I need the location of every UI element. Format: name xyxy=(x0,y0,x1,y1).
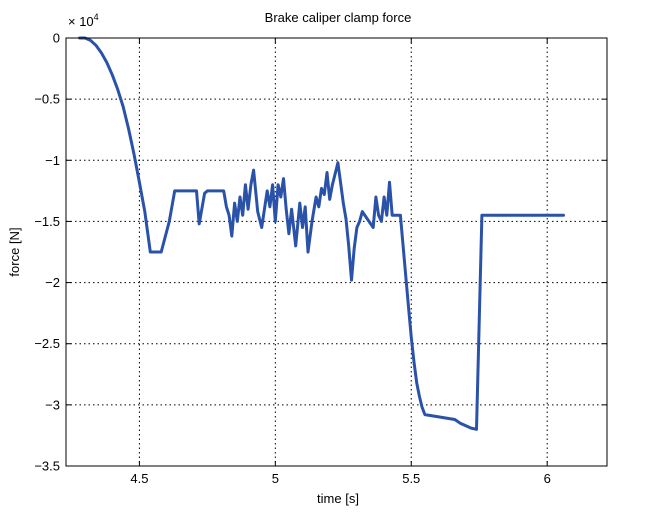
y-tick-label: −1 xyxy=(45,153,60,168)
chart-title: Brake caliper clamp force xyxy=(265,10,412,25)
x-tick-labels: 4.5 5 5.5 6 xyxy=(130,471,550,486)
plot-frame xyxy=(65,37,608,467)
plot-area xyxy=(66,38,607,466)
y-axis-label: force [N] xyxy=(7,227,22,276)
y-tick-label: −0.5 xyxy=(34,92,60,107)
y-multiplier-base: × 10 xyxy=(68,14,94,29)
axis-ticks xyxy=(66,37,607,467)
x-axis-label: time [s] xyxy=(317,491,359,506)
x-tick-label: 4.5 xyxy=(130,471,148,486)
y-axis-multiplier: × 104 xyxy=(68,12,99,29)
series-line xyxy=(78,36,565,431)
x-tick-label: 5 xyxy=(272,471,279,486)
x-tick-label: 5.5 xyxy=(402,471,420,486)
y-tick-label: −1.5 xyxy=(34,214,60,229)
x-tick-label: 6 xyxy=(544,471,551,486)
series-lines xyxy=(78,36,565,431)
y-tick-label: 0 xyxy=(53,31,60,46)
y-tick-label: −2.5 xyxy=(34,336,60,351)
y-tick-label: −3 xyxy=(45,397,60,412)
grid xyxy=(66,38,607,466)
y-tick-label: −3.5 xyxy=(34,459,60,474)
y-tick-labels: 0 −0.5 −1 −1.5 −2 −2.5 −3 −3.5 xyxy=(34,31,60,474)
y-multiplier-exponent: 4 xyxy=(94,12,99,22)
y-tick-label: −2 xyxy=(45,275,60,290)
